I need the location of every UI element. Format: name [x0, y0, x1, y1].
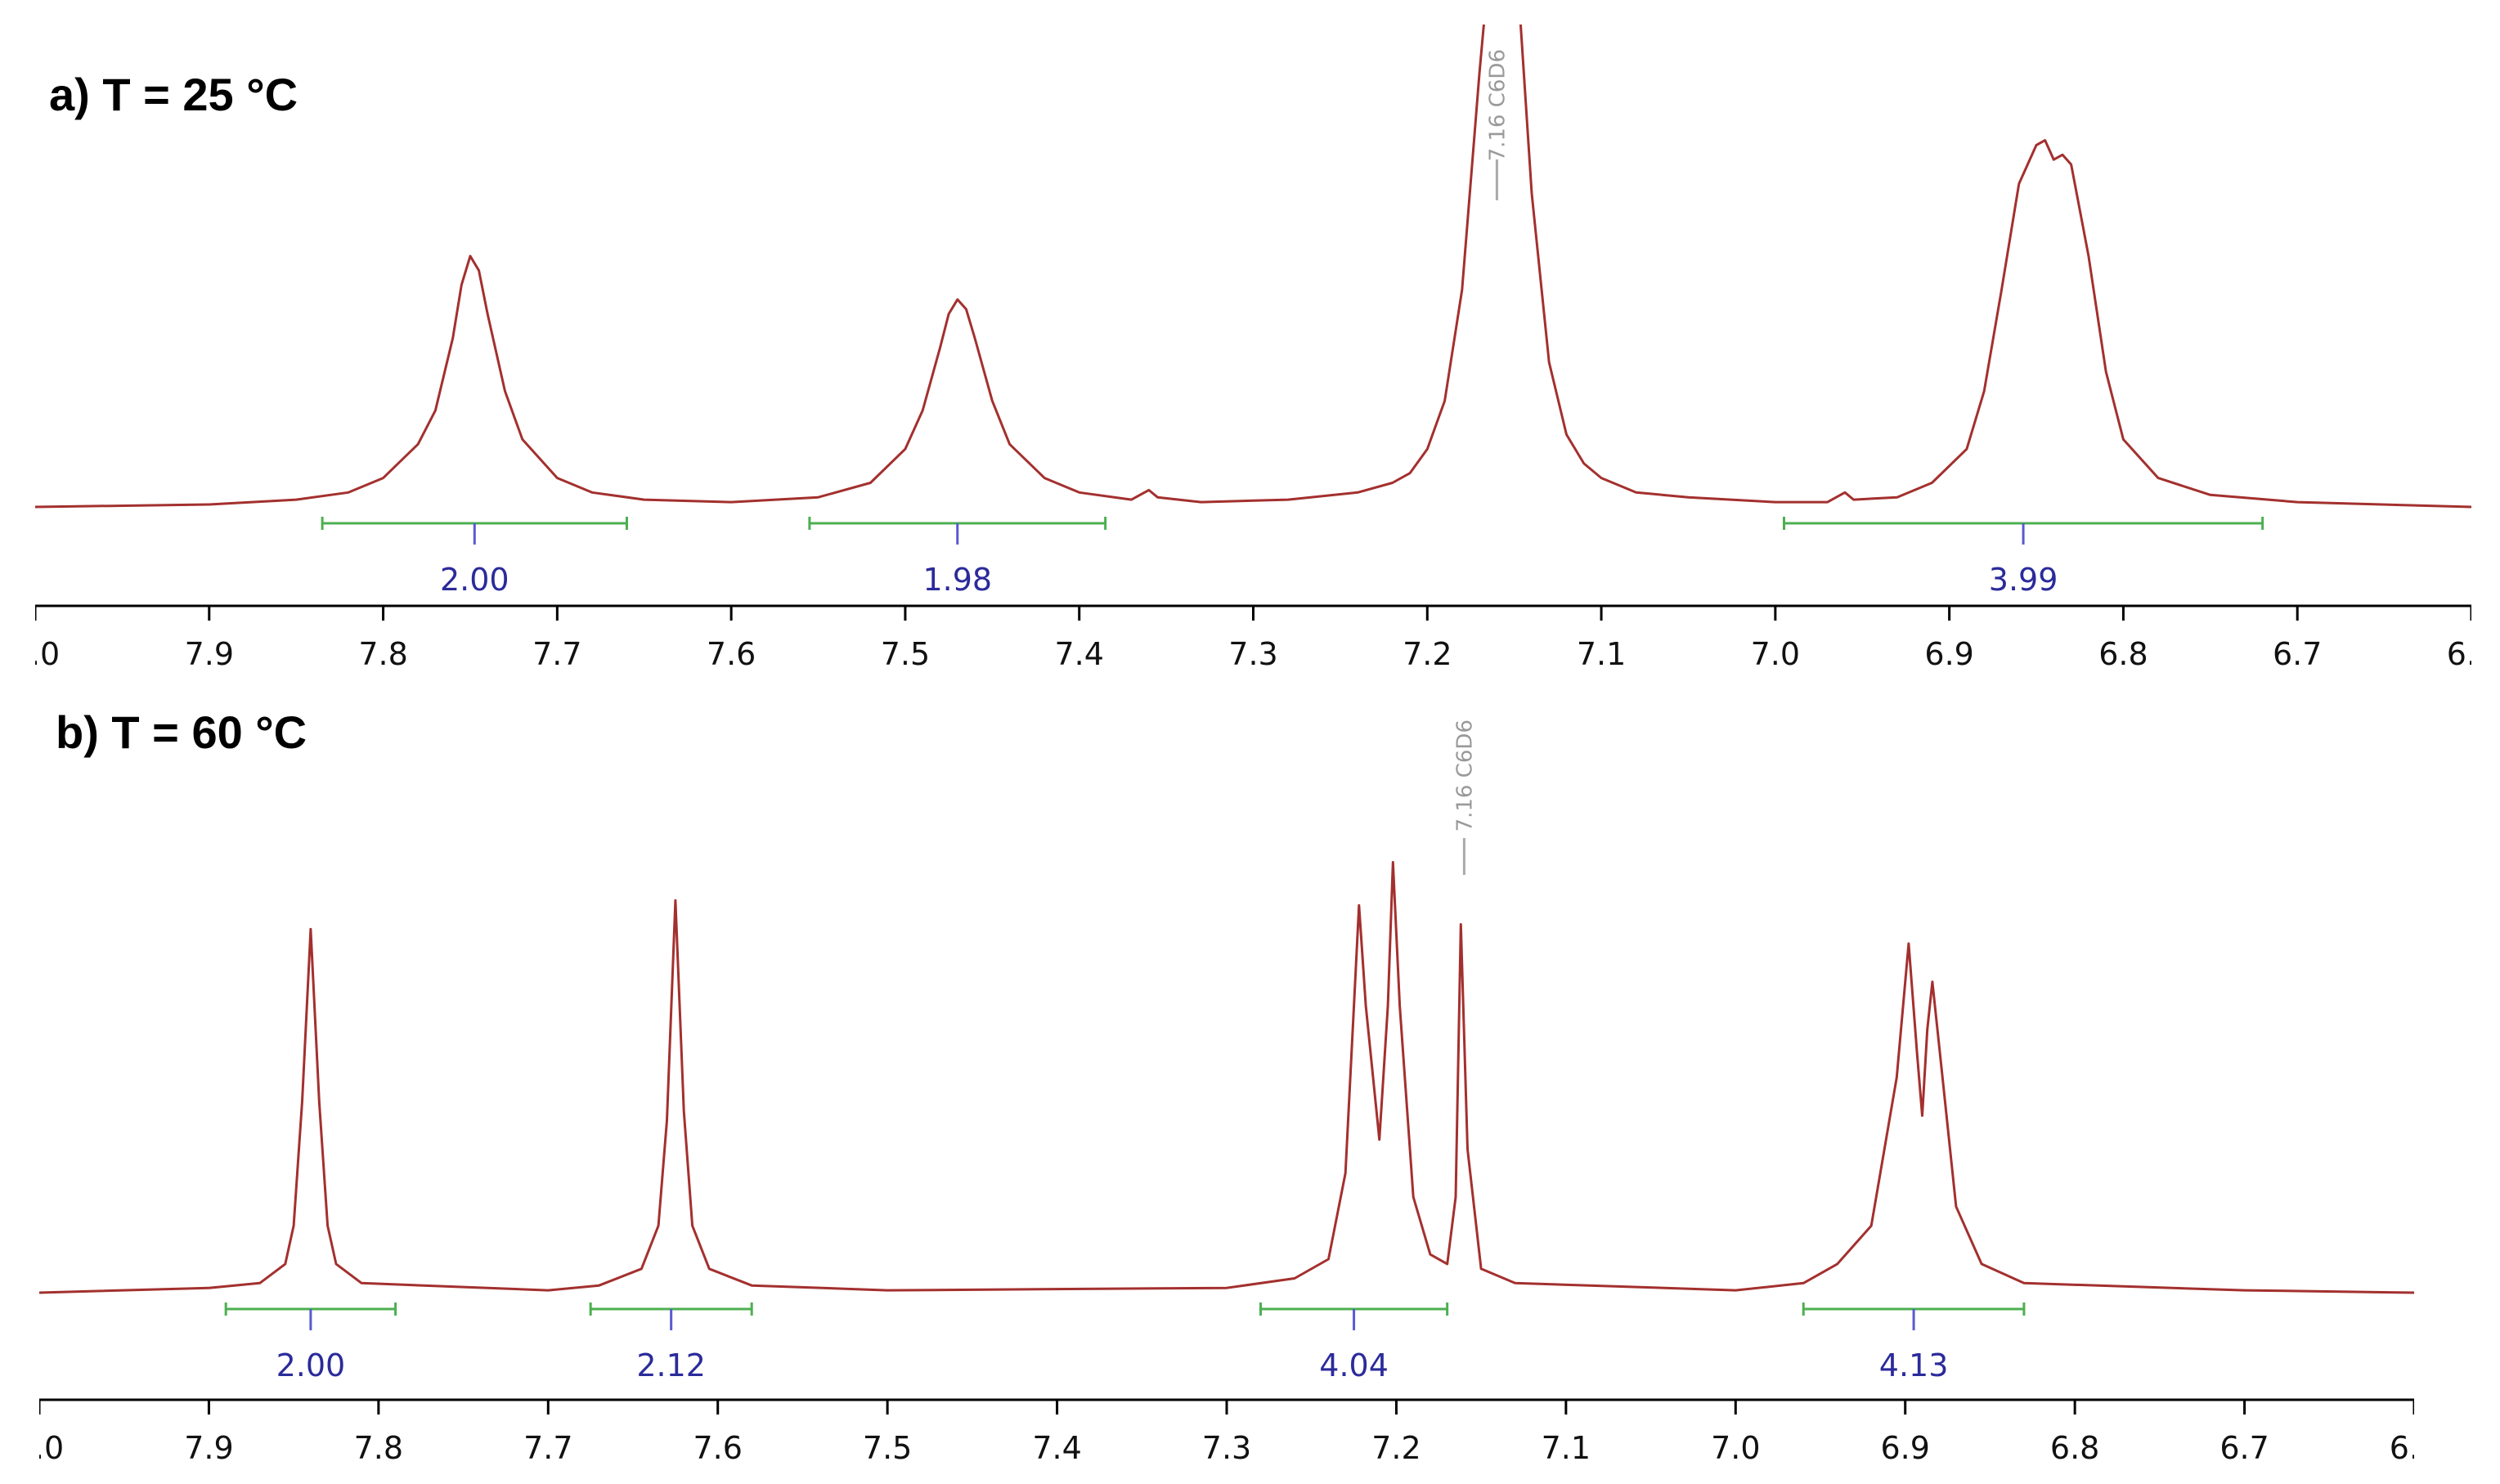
x-tick-label: 7.3 — [1202, 1430, 1251, 1466]
solvent-label: 7.16 C6D6 — [1485, 49, 1510, 161]
x-tick-label: 7.2 — [1371, 1430, 1421, 1466]
plot-area — [35, 25, 2471, 509]
x-tick-label: 7.7 — [523, 1430, 572, 1466]
x-tick-label: 7.0 — [1751, 636, 1800, 672]
x-tick-label: 6.7 — [2219, 1430, 2269, 1466]
x-tick-label: 7.7 — [532, 636, 581, 672]
plot-area — [39, 861, 2414, 1294]
x-ticks: 8.0 7.9 7.8 7.7 7.6 7.5 7.4 7.3 7.2 7.1 7.0 6.9 6.8 6… — [15, 1400, 2439, 1466]
x-tick-label: 7.4 — [1032, 1430, 1081, 1466]
x-tick-label: 6.6 — [2447, 636, 2496, 672]
x-tick-label: 7.0 — [1711, 1430, 1760, 1466]
integral-label: 4.04 — [1319, 1347, 1389, 1383]
integral-label: 2.00 — [276, 1347, 346, 1383]
x-tick-label: 6.8 — [2098, 636, 2148, 672]
x-tick-label: 8.0 — [15, 1430, 64, 1466]
x-ticks: 8.0 7.9 7.8 7.7 7.6 7.5 7.4 7.3 7.2 7.1 7.0 6.9 6.8 6… — [11, 606, 2496, 672]
integral-label: 4.13 — [1879, 1347, 1949, 1383]
integral-label: 1.98 — [922, 562, 992, 598]
x-tick-label: 6.6 — [2390, 1430, 2439, 1466]
x-tick-label: 7.5 — [863, 1430, 912, 1466]
x-tick-label: 7.1 — [1577, 636, 1626, 672]
x-tick-label: 7.9 — [185, 636, 234, 672]
solvent-label: 7.16 C6D6 — [1452, 720, 1477, 832]
x-tick-label: 6.8 — [2050, 1430, 2099, 1466]
x-tick-label: 7.8 — [358, 636, 407, 672]
x-tick-label: 7.6 — [693, 1430, 742, 1466]
x-tick-label: 7.1 — [1542, 1430, 1591, 1466]
x-tick-label: 6.9 — [1880, 1430, 1929, 1466]
spectrum-line — [39, 861, 2414, 1294]
panel-title: a) T = 25 °C — [49, 69, 298, 120]
integral-label: 2.00 — [440, 562, 509, 598]
x-tick-label: 7.9 — [184, 1430, 233, 1466]
x-tick-label: 7.6 — [707, 636, 756, 672]
x-tick-label: 7.2 — [1403, 636, 1452, 672]
x-tick-label: 6.7 — [2273, 636, 2322, 672]
integral-label: 3.99 — [1989, 562, 2058, 598]
x-tick-label: 6.9 — [1924, 636, 1973, 672]
x-tick-label: 7.4 — [1054, 636, 1103, 672]
x-tick-label: 7.8 — [354, 1430, 403, 1466]
panel-title: b) T = 60 °C — [56, 706, 307, 758]
x-tick-label: 7.5 — [881, 636, 930, 672]
x-tick-label: 8.0 — [11, 636, 60, 672]
integral-label: 2.12 — [636, 1347, 706, 1383]
spectrum-line — [35, 25, 2471, 509]
x-tick-label: 7.3 — [1228, 636, 1277, 672]
